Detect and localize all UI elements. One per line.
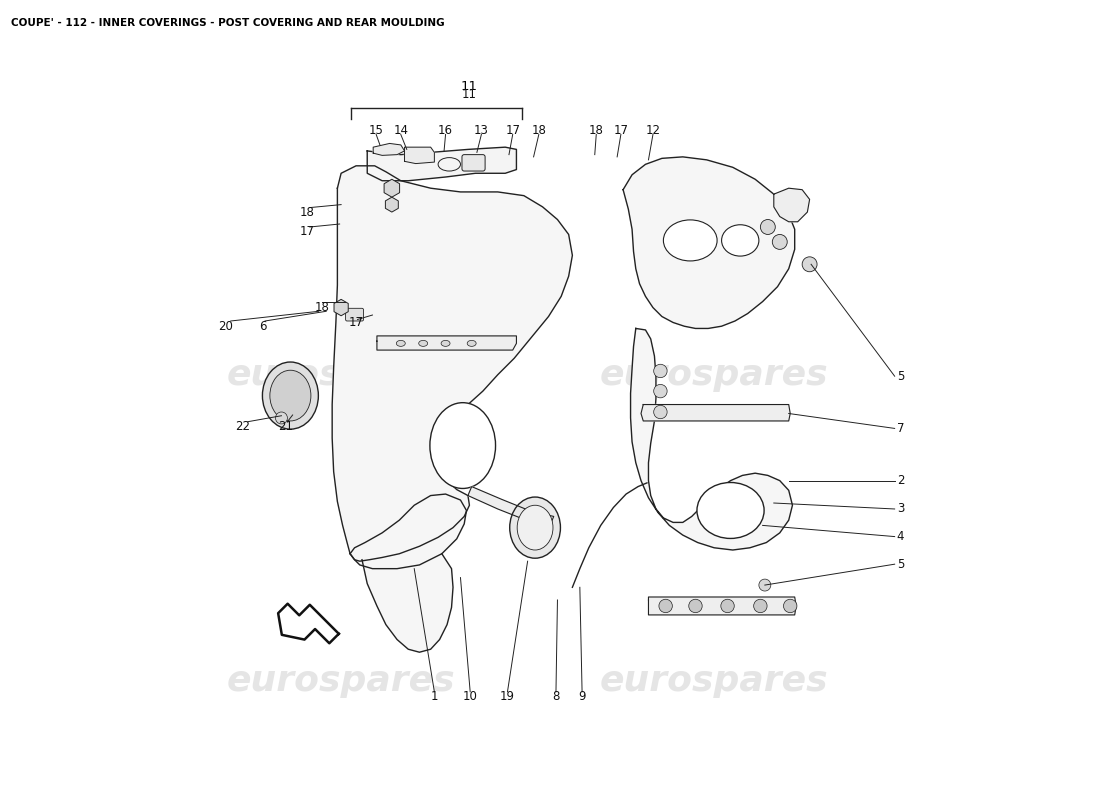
Circle shape bbox=[760, 219, 775, 234]
Text: 20: 20 bbox=[218, 320, 233, 333]
Ellipse shape bbox=[270, 370, 311, 421]
Polygon shape bbox=[367, 147, 516, 181]
Text: eurospares: eurospares bbox=[600, 663, 828, 698]
Circle shape bbox=[783, 599, 796, 613]
Polygon shape bbox=[377, 336, 516, 350]
Text: 9: 9 bbox=[579, 690, 586, 703]
Text: 5: 5 bbox=[896, 558, 904, 570]
Text: 18: 18 bbox=[315, 301, 330, 314]
Polygon shape bbox=[623, 157, 794, 329]
Text: 1: 1 bbox=[430, 690, 438, 703]
Text: 7: 7 bbox=[896, 422, 904, 435]
Text: 16: 16 bbox=[438, 123, 453, 137]
Text: 4: 4 bbox=[896, 530, 904, 543]
Circle shape bbox=[720, 599, 735, 613]
Polygon shape bbox=[278, 604, 339, 643]
Text: 18: 18 bbox=[588, 123, 604, 137]
Circle shape bbox=[659, 599, 672, 613]
Polygon shape bbox=[468, 486, 553, 526]
Ellipse shape bbox=[722, 225, 759, 256]
Text: 17: 17 bbox=[505, 123, 520, 137]
Ellipse shape bbox=[396, 340, 405, 346]
Text: 17: 17 bbox=[349, 316, 363, 329]
Polygon shape bbox=[373, 143, 405, 155]
Circle shape bbox=[759, 579, 771, 591]
Polygon shape bbox=[641, 405, 790, 421]
Polygon shape bbox=[350, 494, 466, 569]
Circle shape bbox=[754, 599, 767, 613]
Ellipse shape bbox=[697, 482, 764, 538]
Ellipse shape bbox=[263, 362, 318, 429]
Polygon shape bbox=[773, 188, 810, 222]
Circle shape bbox=[275, 412, 287, 424]
Text: 2: 2 bbox=[896, 474, 904, 487]
Text: 17: 17 bbox=[300, 225, 315, 238]
Circle shape bbox=[653, 406, 667, 418]
Circle shape bbox=[802, 257, 817, 272]
Text: 17: 17 bbox=[614, 123, 628, 137]
Circle shape bbox=[653, 364, 667, 378]
Text: eurospares: eurospares bbox=[227, 358, 455, 392]
FancyBboxPatch shape bbox=[345, 308, 363, 321]
Ellipse shape bbox=[468, 340, 476, 346]
Text: 12: 12 bbox=[646, 123, 660, 137]
Text: 5: 5 bbox=[896, 370, 904, 382]
Polygon shape bbox=[649, 597, 796, 615]
Text: 18: 18 bbox=[300, 206, 315, 218]
Ellipse shape bbox=[430, 402, 495, 489]
Circle shape bbox=[772, 234, 788, 250]
Text: 21: 21 bbox=[277, 421, 293, 434]
Text: 18: 18 bbox=[531, 123, 547, 137]
Circle shape bbox=[689, 599, 702, 613]
Ellipse shape bbox=[517, 506, 553, 550]
Ellipse shape bbox=[663, 220, 717, 261]
Text: 3: 3 bbox=[896, 502, 904, 515]
Text: 19: 19 bbox=[500, 690, 515, 703]
Text: 11: 11 bbox=[462, 89, 477, 102]
Ellipse shape bbox=[419, 340, 428, 346]
Text: 14: 14 bbox=[394, 123, 408, 137]
Text: 15: 15 bbox=[368, 123, 384, 137]
Text: COUPE' - 112 - INNER COVERINGS - POST COVERING AND REAR MOULDING: COUPE' - 112 - INNER COVERINGS - POST CO… bbox=[11, 18, 444, 27]
Polygon shape bbox=[405, 147, 435, 163]
Ellipse shape bbox=[441, 340, 450, 346]
Text: eurospares: eurospares bbox=[227, 663, 455, 698]
Circle shape bbox=[653, 384, 667, 398]
Polygon shape bbox=[332, 166, 572, 562]
Polygon shape bbox=[630, 329, 792, 550]
Text: 13: 13 bbox=[474, 123, 488, 137]
Text: 6: 6 bbox=[258, 320, 266, 333]
Ellipse shape bbox=[509, 497, 560, 558]
Polygon shape bbox=[350, 494, 466, 652]
Text: 22: 22 bbox=[235, 421, 250, 434]
Text: 11: 11 bbox=[461, 80, 477, 93]
Text: eurospares: eurospares bbox=[600, 358, 828, 392]
Text: 8: 8 bbox=[552, 690, 560, 703]
Text: 10: 10 bbox=[463, 690, 477, 703]
FancyBboxPatch shape bbox=[462, 154, 485, 171]
